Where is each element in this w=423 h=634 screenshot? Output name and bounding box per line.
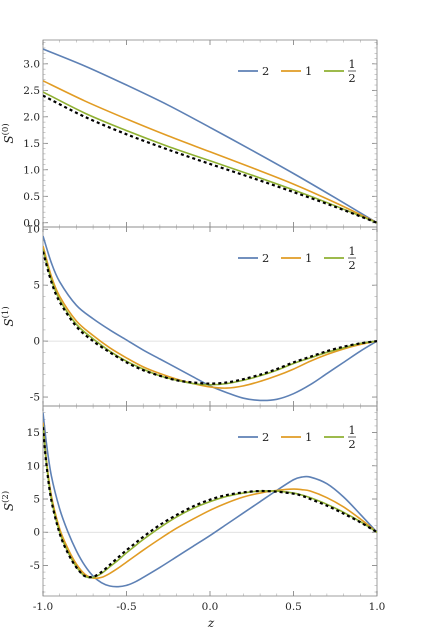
legend-label-num: 1 bbox=[348, 57, 355, 71]
series-line-0 bbox=[43, 48, 377, 224]
y-axis-label-sup: (1) bbox=[0, 306, 11, 318]
y-axis-label-base: S bbox=[2, 318, 16, 326]
y-tick-label: 3.0 bbox=[23, 58, 40, 70]
y-tick-label: 5 bbox=[33, 280, 40, 292]
series-line-0 bbox=[43, 235, 377, 402]
y-axis-label: S(0) bbox=[0, 123, 16, 143]
plot-frame bbox=[42, 226, 378, 407]
series-line-1 bbox=[43, 80, 377, 224]
y-axis-label-base: S bbox=[2, 135, 16, 143]
y-tick-label: 5 bbox=[33, 494, 40, 506]
series-line-2 bbox=[43, 249, 377, 386]
x-tick-label: 0.0 bbox=[202, 601, 219, 613]
series-line-1 bbox=[43, 422, 377, 580]
legend-label-den: 2 bbox=[348, 258, 355, 272]
y-tick-label: 1.0 bbox=[23, 164, 40, 176]
y-tick-label: 10 bbox=[27, 460, 40, 472]
reference-dashed-line bbox=[43, 94, 377, 224]
reference-dashed-line bbox=[43, 251, 377, 385]
x-tick-label: 0.5 bbox=[285, 601, 302, 613]
y-tick-label: 2.0 bbox=[23, 111, 40, 123]
legend-label: 2 bbox=[262, 430, 269, 444]
legend-label-den: 2 bbox=[348, 437, 355, 451]
legend-label-num: 1 bbox=[348, 244, 355, 258]
y-tick-label: 10 bbox=[27, 224, 40, 236]
legend-label-num: 1 bbox=[348, 423, 355, 437]
y-axis-label-sup: (0) bbox=[0, 123, 11, 135]
series-line-1 bbox=[43, 245, 377, 389]
x-tick-label: -0.5 bbox=[116, 601, 136, 613]
reference-dashed-line bbox=[43, 427, 377, 579]
legend-label: 1 bbox=[305, 64, 312, 78]
series-line-2 bbox=[43, 91, 377, 224]
series-line-0 bbox=[43, 412, 377, 588]
y-tick-label: -5 bbox=[30, 560, 40, 572]
y-axis-label: S(1) bbox=[0, 306, 16, 326]
y-tick-label: 0.5 bbox=[23, 191, 40, 203]
y-tick-label: 1.5 bbox=[23, 138, 40, 150]
y-tick-label: 2.5 bbox=[23, 85, 40, 97]
y-axis-label: S(2) bbox=[0, 491, 16, 511]
panel-0: 0.00.51.01.52.02.53.0S(0)2 1 12 bbox=[0, 39, 378, 229]
y-tick-label: 0 bbox=[33, 336, 40, 348]
x-tick-label: -1.0 bbox=[33, 601, 53, 613]
legend-label-den: 2 bbox=[348, 71, 355, 85]
y-tick-label: 15 bbox=[27, 427, 40, 439]
y-axis-label-base: S bbox=[2, 503, 16, 511]
y-tick-label: -5 bbox=[30, 392, 40, 404]
y-tick-label: 0.0 bbox=[23, 217, 40, 229]
legend-label: 1 bbox=[305, 430, 312, 444]
y-tick-label: 0 bbox=[33, 527, 40, 539]
x-tick-label: 1.0 bbox=[369, 601, 386, 613]
y-axis-label-sup: (2) bbox=[0, 491, 11, 503]
legend-label: 2 bbox=[262, 251, 269, 265]
legend-label: 2 bbox=[262, 64, 269, 78]
legend-label: 1 bbox=[305, 251, 312, 265]
series-line-2 bbox=[43, 425, 377, 579]
x-axis-label: z bbox=[207, 616, 215, 630]
